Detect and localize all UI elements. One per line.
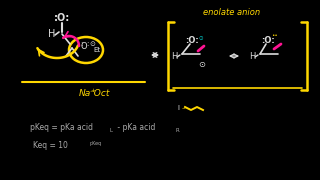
Text: H: H xyxy=(48,29,56,39)
Text: Keq = 10: Keq = 10 xyxy=(33,141,68,150)
Text: H: H xyxy=(171,51,177,60)
Text: l: l xyxy=(177,105,179,111)
Text: H: H xyxy=(249,51,255,60)
Text: +: + xyxy=(91,87,95,93)
Text: pKeq: pKeq xyxy=(90,141,102,145)
Text: ⊙: ⊙ xyxy=(199,35,203,40)
Text: ⊙: ⊙ xyxy=(89,41,95,47)
Text: O: O xyxy=(81,42,87,51)
Text: ⁻Oct: ⁻Oct xyxy=(90,89,110,98)
Text: :O:: :O: xyxy=(261,35,275,44)
Text: ⊙: ⊙ xyxy=(198,60,205,69)
Text: ••: •• xyxy=(271,33,277,37)
Text: Et: Et xyxy=(93,47,100,53)
Text: enolate anion: enolate anion xyxy=(204,8,260,17)
Text: :: : xyxy=(86,41,88,47)
Text: - pKa acid: - pKa acid xyxy=(115,123,156,132)
Text: :: : xyxy=(80,41,82,47)
Text: pKeq = pKa acid: pKeq = pKa acid xyxy=(30,123,93,132)
Text: L: L xyxy=(110,127,113,132)
Text: R: R xyxy=(175,127,179,132)
Text: :O:: :O: xyxy=(54,13,70,23)
Text: Na: Na xyxy=(79,89,91,98)
Text: –: – xyxy=(181,105,185,111)
Text: :O:: :O: xyxy=(185,35,199,44)
